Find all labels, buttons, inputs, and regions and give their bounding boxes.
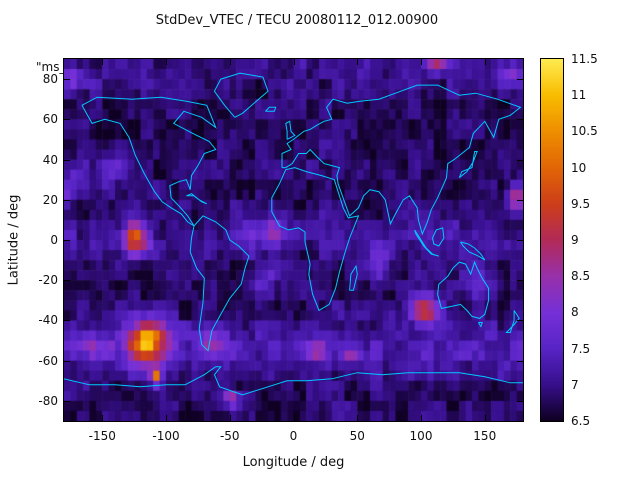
- y-tick-label: -60: [38, 353, 58, 368]
- y-tick-label: 80: [42, 72, 58, 87]
- colorbar-tick-label: 11.5: [571, 52, 598, 66]
- y-tick-label: -80: [38, 393, 58, 408]
- colorbar-tick-label: 6.5: [571, 414, 591, 428]
- colorbar-tick-label: 10.5: [571, 124, 598, 139]
- plot-annotation: "ms_: [36, 60, 66, 74]
- x-tick-label: -50: [219, 429, 240, 443]
- colorbar-tick-label: 7.5: [571, 341, 591, 356]
- colorbar-tick-label: 8: [571, 305, 579, 320]
- x-tick-label: -100: [152, 429, 180, 443]
- x-axis-label: Longitude / deg: [242, 455, 345, 470]
- x-tick-label: 100: [409, 429, 433, 443]
- colorbar-tick-label: 9: [571, 233, 579, 247]
- y-tick-label: 40: [42, 152, 58, 167]
- x-tick-label: 50: [349, 429, 365, 443]
- y-tick-label: -40: [38, 313, 58, 328]
- x-tick-label: -150: [88, 429, 116, 443]
- y-axis-label: Latitude / deg: [6, 194, 22, 286]
- colorbar-tick-label: 9.5: [571, 196, 591, 211]
- colorbar-tick-label: 7: [571, 377, 579, 392]
- heatmap-canvas: [64, 59, 523, 421]
- chart-title: StdDev_VTEC / TECU 20080112_012.00900: [155, 13, 439, 28]
- y-tick-label: 0: [50, 233, 58, 247]
- colorbar-tick-label: 8.5: [571, 269, 591, 284]
- y-tick-label: 20: [42, 192, 58, 207]
- tick-mark: [559, 421, 563, 422]
- colorbar: [541, 59, 563, 421]
- y-tick-label: 60: [42, 112, 58, 127]
- x-tick-label: 0: [289, 429, 298, 443]
- colorbar-tick-label: 11: [571, 88, 587, 103]
- y-tick-label: -20: [38, 273, 58, 288]
- x-tick-label: 150: [473, 429, 497, 443]
- colorbar-tick-label: 10: [571, 160, 587, 175]
